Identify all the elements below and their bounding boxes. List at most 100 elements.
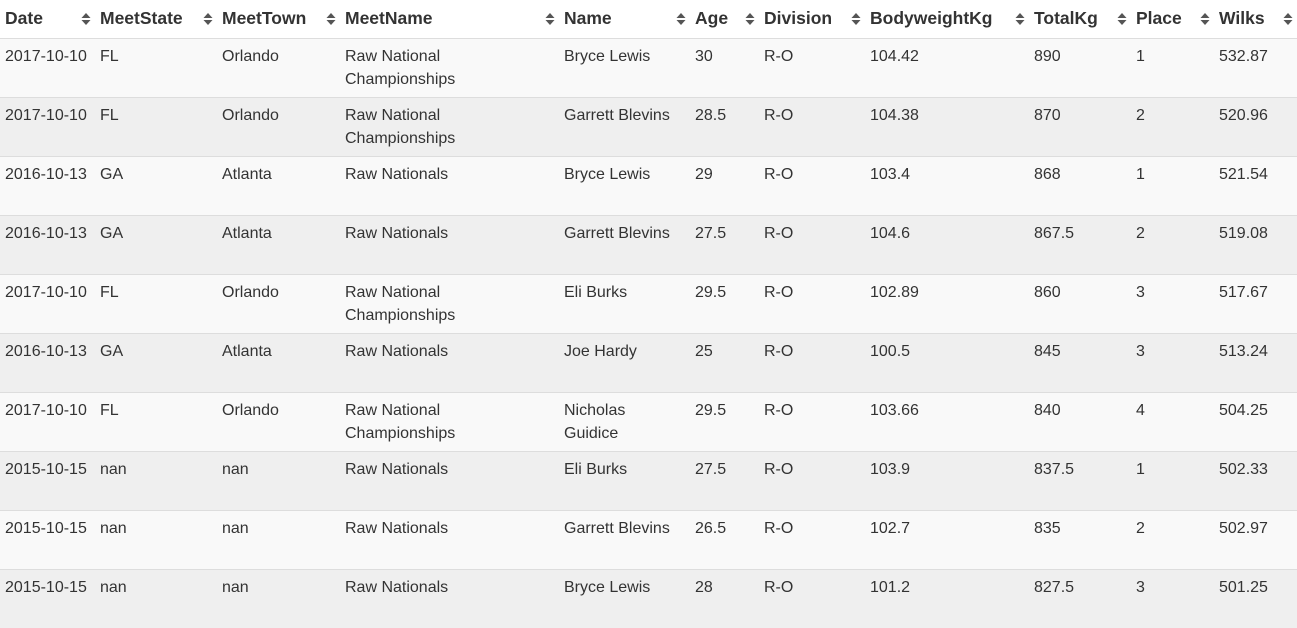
cell-meet-name: Raw Nationals [340, 450, 559, 510]
table-row: 2017-10-10 FL Orlando Raw National Champion… [0, 37, 1297, 97]
cell-meet-state: GA [95, 214, 217, 274]
cell-age: 28.5 [690, 96, 759, 156]
cell-age: 29.5 [690, 273, 759, 333]
cell-meet-town: Orlando [217, 37, 340, 97]
cell-meet-town: Orlando [217, 273, 340, 333]
column-header-label: Date [5, 8, 43, 29]
cell-meet-name: Raw Nationals [340, 568, 559, 628]
cell-bodyweight: 103.9 [865, 450, 1029, 510]
column-header-age[interactable]: Age [690, 0, 759, 39]
cell-meet-name: Raw National Championships [340, 96, 559, 156]
cell-division: R-O [759, 391, 865, 451]
sort-icon[interactable] [851, 12, 861, 26]
cell-place: 3 [1131, 568, 1214, 628]
cell-total: 845 [1029, 332, 1131, 392]
column-header-label: MeetName [345, 8, 433, 29]
cell-total: 835 [1029, 509, 1131, 569]
column-header-division[interactable]: Division [759, 0, 865, 39]
sort-icon[interactable] [1117, 12, 1127, 26]
cell-meet-town: nan [217, 450, 340, 510]
cell-date: 2017-10-10 [0, 391, 95, 451]
sort-icon[interactable] [745, 12, 755, 26]
cell-meet-state: GA [95, 155, 217, 215]
table-row: 2016-10-13 GA Atlanta Raw Nationals Joe Hard… [0, 332, 1297, 392]
sort-icon[interactable] [326, 12, 336, 26]
column-header-date[interactable]: Date [0, 0, 95, 39]
header-row: Date MeetState MeetTown MeetName Name Age Divi… [0, 0, 1297, 39]
cell-name: Bryce Lewis [559, 37, 690, 97]
cell-meet-state: FL [95, 37, 217, 97]
cell-name: Nicholas Guidice [559, 391, 690, 451]
cell-division: R-O [759, 568, 865, 628]
cell-date: 2016-10-13 [0, 332, 95, 392]
cell-meet-name: Raw National Championships [340, 273, 559, 333]
cell-meet-name: Raw Nationals [340, 155, 559, 215]
cell-meet-town: Orlando [217, 96, 340, 156]
sort-icon[interactable] [81, 12, 91, 26]
cell-place: 1 [1131, 450, 1214, 510]
cell-wilks: 520.96 [1214, 96, 1297, 156]
cell-place: 2 [1131, 509, 1214, 569]
cell-meet-name: Raw Nationals [340, 214, 559, 274]
table-header: Date MeetState MeetTown MeetName Name Age Divi… [0, 0, 1297, 39]
cell-wilks: 502.33 [1214, 450, 1297, 510]
cell-age: 29.5 [690, 391, 759, 451]
sort-icon[interactable] [1283, 12, 1293, 26]
cell-bodyweight: 102.7 [865, 509, 1029, 569]
cell-age: 30 [690, 37, 759, 97]
table-row: 2015-10-15 nan nan Raw Nationals Garrett Ble… [0, 509, 1297, 569]
column-header-label: Age [695, 8, 729, 29]
column-header-meet-town[interactable]: MeetTown [217, 0, 340, 39]
cell-age: 27.5 [690, 214, 759, 274]
sort-icon[interactable] [545, 12, 555, 26]
sort-icon[interactable] [1200, 12, 1210, 26]
cell-meet-state: GA [95, 332, 217, 392]
sort-icon[interactable] [1015, 12, 1025, 26]
cell-division: R-O [759, 273, 865, 333]
cell-name: Bryce Lewis [559, 568, 690, 628]
column-header-wilks[interactable]: Wilks [1214, 0, 1297, 39]
cell-bodyweight: 104.42 [865, 37, 1029, 97]
cell-wilks: 519.08 [1214, 214, 1297, 274]
cell-date: 2015-10-15 [0, 509, 95, 569]
column-header-total[interactable]: TotalKg [1029, 0, 1131, 39]
column-header-label: MeetState [100, 8, 183, 29]
cell-division: R-O [759, 509, 865, 569]
cell-place: 1 [1131, 155, 1214, 215]
cell-meet-state: FL [95, 273, 217, 333]
cell-place: 3 [1131, 332, 1214, 392]
cell-wilks: 501.25 [1214, 568, 1297, 628]
sort-icon[interactable] [203, 12, 213, 26]
cell-meet-state: nan [95, 509, 217, 569]
sort-icon[interactable] [676, 12, 686, 26]
cell-division: R-O [759, 37, 865, 97]
cell-name: Garrett Blevins [559, 96, 690, 156]
cell-date: 2017-10-10 [0, 37, 95, 97]
cell-name: Eli Burks [559, 450, 690, 510]
column-header-label: MeetTown [222, 8, 307, 29]
table-row: 2016-10-13 GA Atlanta Raw Nationals Garrett … [0, 214, 1297, 274]
cell-meet-name: Raw National Championships [340, 37, 559, 97]
column-header-meet-name[interactable]: MeetName [340, 0, 559, 39]
table-row: 2017-10-10 FL Orlando Raw National Champion… [0, 273, 1297, 333]
cell-name: Bryce Lewis [559, 155, 690, 215]
cell-total: 870 [1029, 96, 1131, 156]
cell-name: Eli Burks [559, 273, 690, 333]
cell-place: 1 [1131, 37, 1214, 97]
cell-name: Garrett Blevins [559, 509, 690, 569]
column-header-place[interactable]: Place [1131, 0, 1214, 39]
cell-wilks: 504.25 [1214, 391, 1297, 451]
column-header-name[interactable]: Name [559, 0, 690, 39]
cell-division: R-O [759, 155, 865, 215]
table-row: 2015-10-15 nan nan Raw Nationals Bryce Lewis… [0, 568, 1297, 628]
column-header-meet-state[interactable]: MeetState [95, 0, 217, 39]
cell-meet-name: Raw Nationals [340, 332, 559, 392]
cell-bodyweight: 101.2 [865, 568, 1029, 628]
column-header-bodyweight[interactable]: BodyweightKg [865, 0, 1029, 39]
cell-total: 867.5 [1029, 214, 1131, 274]
cell-total: 890 [1029, 37, 1131, 97]
cell-division: R-O [759, 214, 865, 274]
cell-division: R-O [759, 332, 865, 392]
cell-total: 860 [1029, 273, 1131, 333]
